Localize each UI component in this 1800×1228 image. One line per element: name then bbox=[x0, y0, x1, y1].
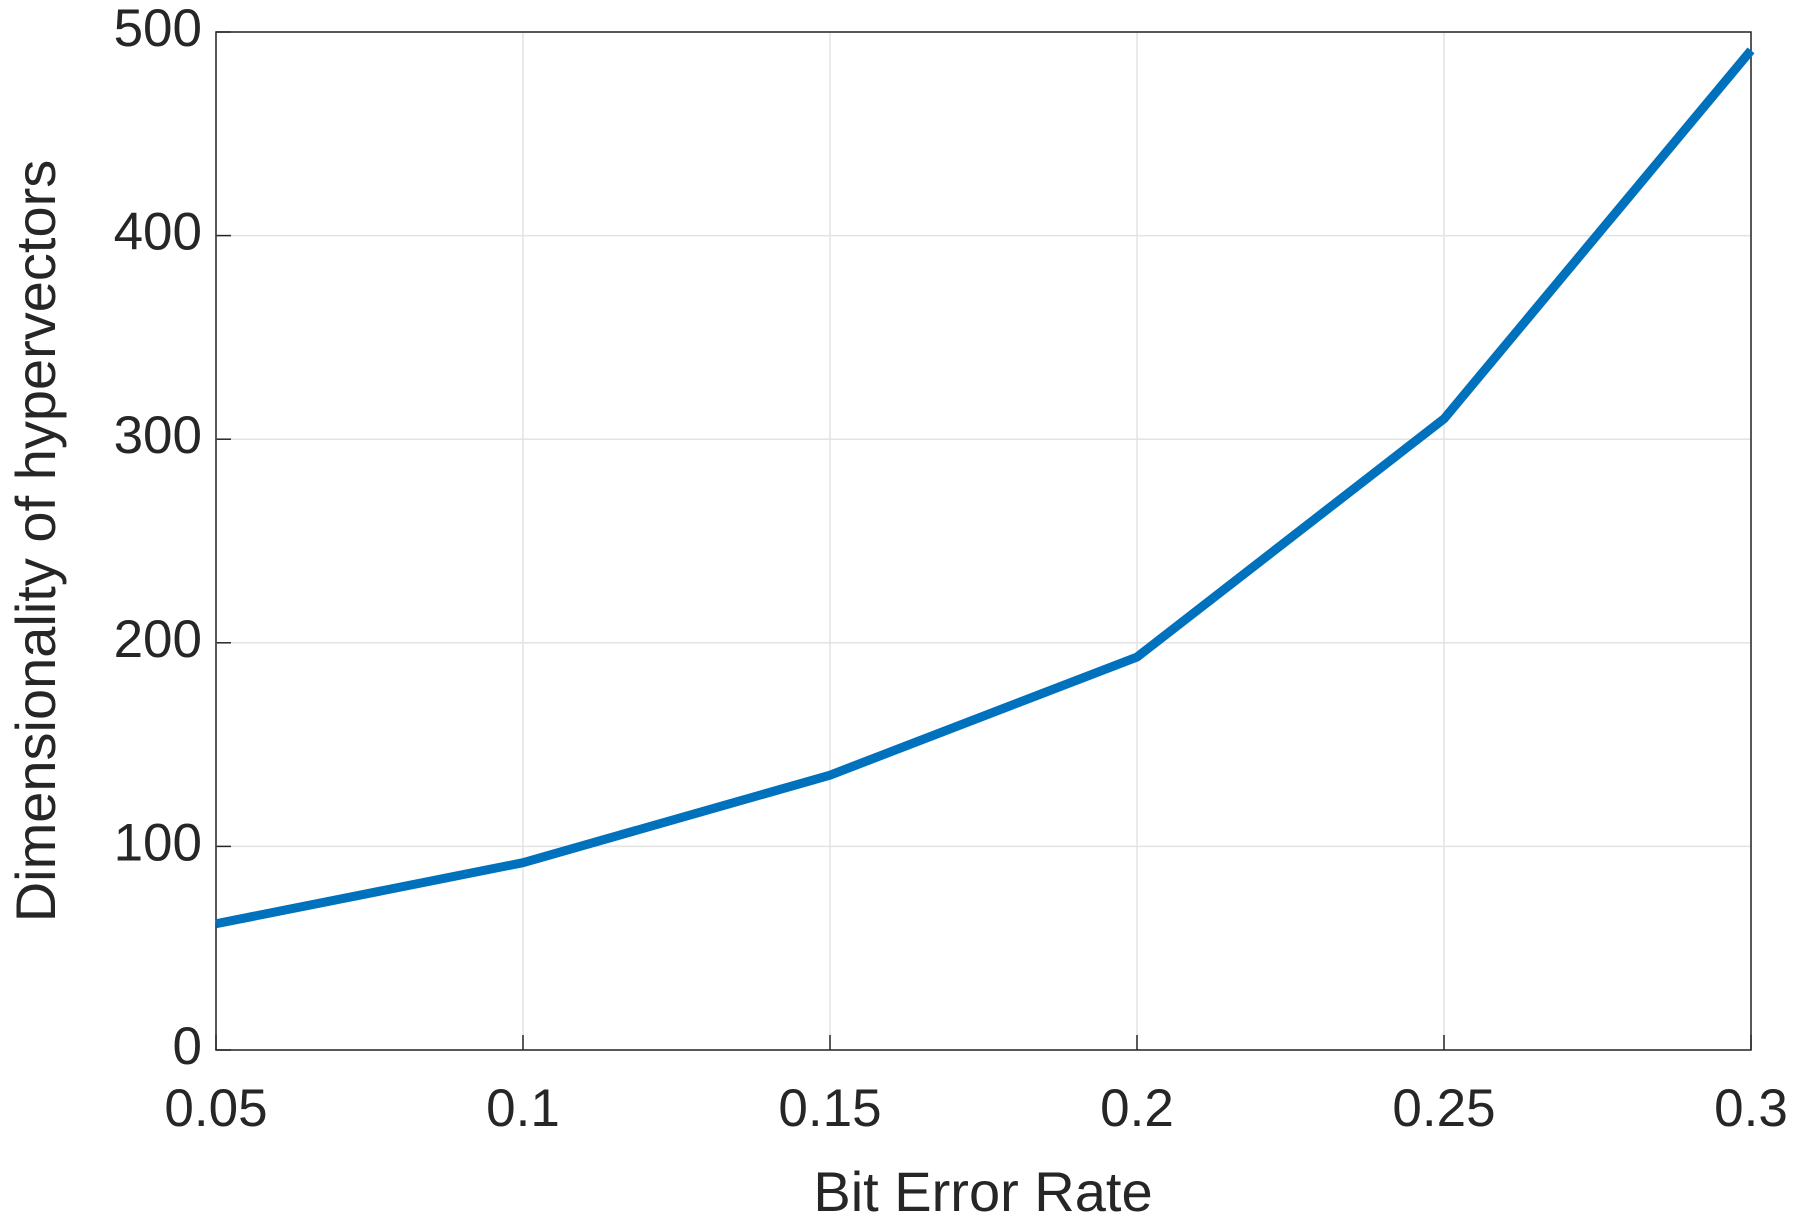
x-tick-label: 0.3 bbox=[1714, 1079, 1788, 1138]
y-axis-label: Dimensionality of hypervectors bbox=[4, 160, 67, 923]
x-tick-label: 0.1 bbox=[486, 1079, 560, 1138]
y-tick-label: 400 bbox=[114, 203, 202, 262]
x-axis-label: Bit Error Rate bbox=[813, 1160, 1152, 1223]
plot-frame bbox=[215, 31, 1752, 1051]
data-line bbox=[215, 47, 1755, 929]
y-tick-label: 200 bbox=[114, 610, 202, 669]
x-tick-label: 0.15 bbox=[778, 1079, 881, 1138]
x-tick-label: 0.05 bbox=[164, 1079, 267, 1138]
x-tick-label: 0.25 bbox=[1392, 1079, 1495, 1138]
y-tick-label: 0 bbox=[173, 1017, 202, 1076]
y-tick-label: 500 bbox=[114, 0, 202, 58]
x-tick-label: 0.2 bbox=[1100, 1079, 1174, 1138]
y-tick-label: 300 bbox=[114, 406, 202, 465]
y-tick-label: 100 bbox=[114, 813, 202, 872]
